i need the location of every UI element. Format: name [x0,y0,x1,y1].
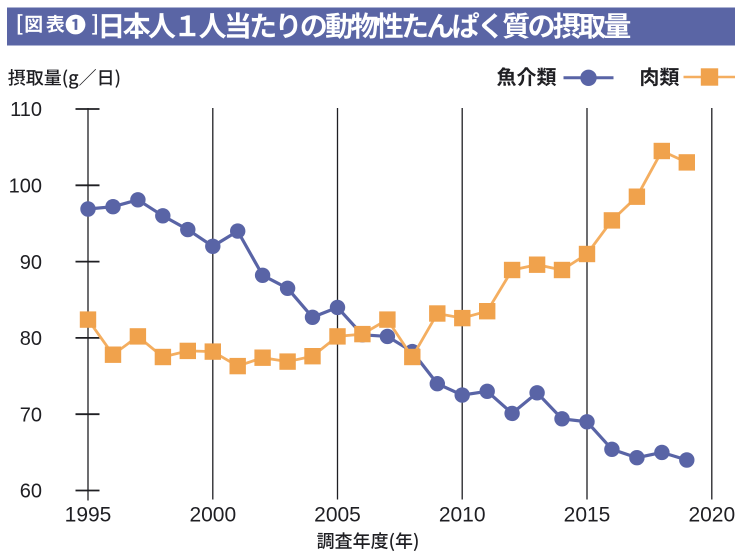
svg-text:2005: 2005 [314,504,361,527]
svg-text:60: 60 [20,481,42,503]
svg-text:1995: 1995 [65,504,112,527]
svg-text:80: 80 [20,328,42,350]
svg-text:2020: 2020 [688,504,735,527]
svg-text:2010: 2010 [439,504,486,527]
svg-text:90: 90 [20,252,42,274]
svg-text:70: 70 [20,404,42,426]
svg-text:100: 100 [9,176,42,198]
svg-text:2000: 2000 [189,504,236,527]
svg-text:2015: 2015 [564,504,611,527]
svg-text:110: 110 [10,99,42,121]
